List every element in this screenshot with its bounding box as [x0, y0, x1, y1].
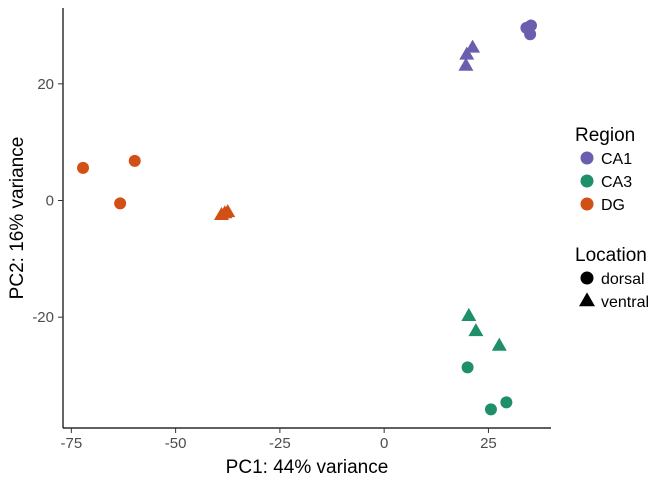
- legend-label-dorsal: dorsal: [601, 271, 645, 288]
- x-tick-label: -25: [269, 435, 291, 452]
- legend-key-ca3: [580, 174, 594, 188]
- data-point-ca1-ventral: [458, 57, 474, 71]
- y-tick-label: 20: [37, 76, 54, 93]
- legend-label-ca3: CA3: [601, 174, 632, 191]
- x-tick-label: -75: [60, 435, 82, 452]
- data-point-dg-ventral: [213, 206, 229, 221]
- legend-key-ventral: [579, 292, 595, 307]
- data-point-ca1-dorsal: [524, 28, 537, 41]
- x-ticks: -75 -50 -25 0 25: [60, 428, 497, 452]
- data-point-ca1-ventral: [465, 39, 481, 53]
- data-point-ca3-dorsal: [461, 361, 474, 374]
- legend-label-ventral: ventral: [601, 294, 649, 311]
- legend-key-dg: [580, 197, 594, 211]
- x-axis-title: PC1: 44% variance: [226, 457, 389, 478]
- y-axis-title: PC2: 16% variance: [7, 137, 28, 300]
- data-point-ca1-ventral: [459, 46, 475, 60]
- data-point-ca3-ventral: [468, 323, 484, 337]
- y-ticks: -20 0 20: [32, 76, 63, 326]
- legend-key-ca1: [580, 151, 594, 165]
- legend-title-region: Region: [575, 125, 635, 146]
- legend-label-ca1: CA1: [601, 151, 632, 168]
- data-points: [77, 19, 537, 416]
- data-point-dg-dorsal: [114, 197, 127, 210]
- x-tick-label: 0: [380, 435, 388, 452]
- legend: Region CA1 CA3 DG Location dorsal ventral: [575, 125, 649, 311]
- data-point-dg-dorsal: [128, 154, 141, 167]
- legend-title-location: Location: [575, 245, 647, 266]
- data-point-dg-dorsal: [77, 161, 90, 174]
- x-tick-label: 25: [480, 435, 497, 452]
- y-tick-label: -20: [32, 309, 54, 326]
- x-tick-label: -50: [165, 435, 187, 452]
- data-point-ca3-ventral: [491, 337, 507, 351]
- data-point-ca1-dorsal: [524, 19, 537, 32]
- y-tick-label: 0: [46, 193, 54, 210]
- plot-area: -75 -50 -25 0 25 -20 0 20: [32, 8, 551, 452]
- data-point-ca3-dorsal: [500, 396, 513, 409]
- data-point-ca3-ventral: [461, 307, 477, 321]
- legend-label-dg: DG: [601, 197, 625, 214]
- data-point-ca3-dorsal: [484, 403, 497, 416]
- legend-key-dorsal: [580, 271, 594, 285]
